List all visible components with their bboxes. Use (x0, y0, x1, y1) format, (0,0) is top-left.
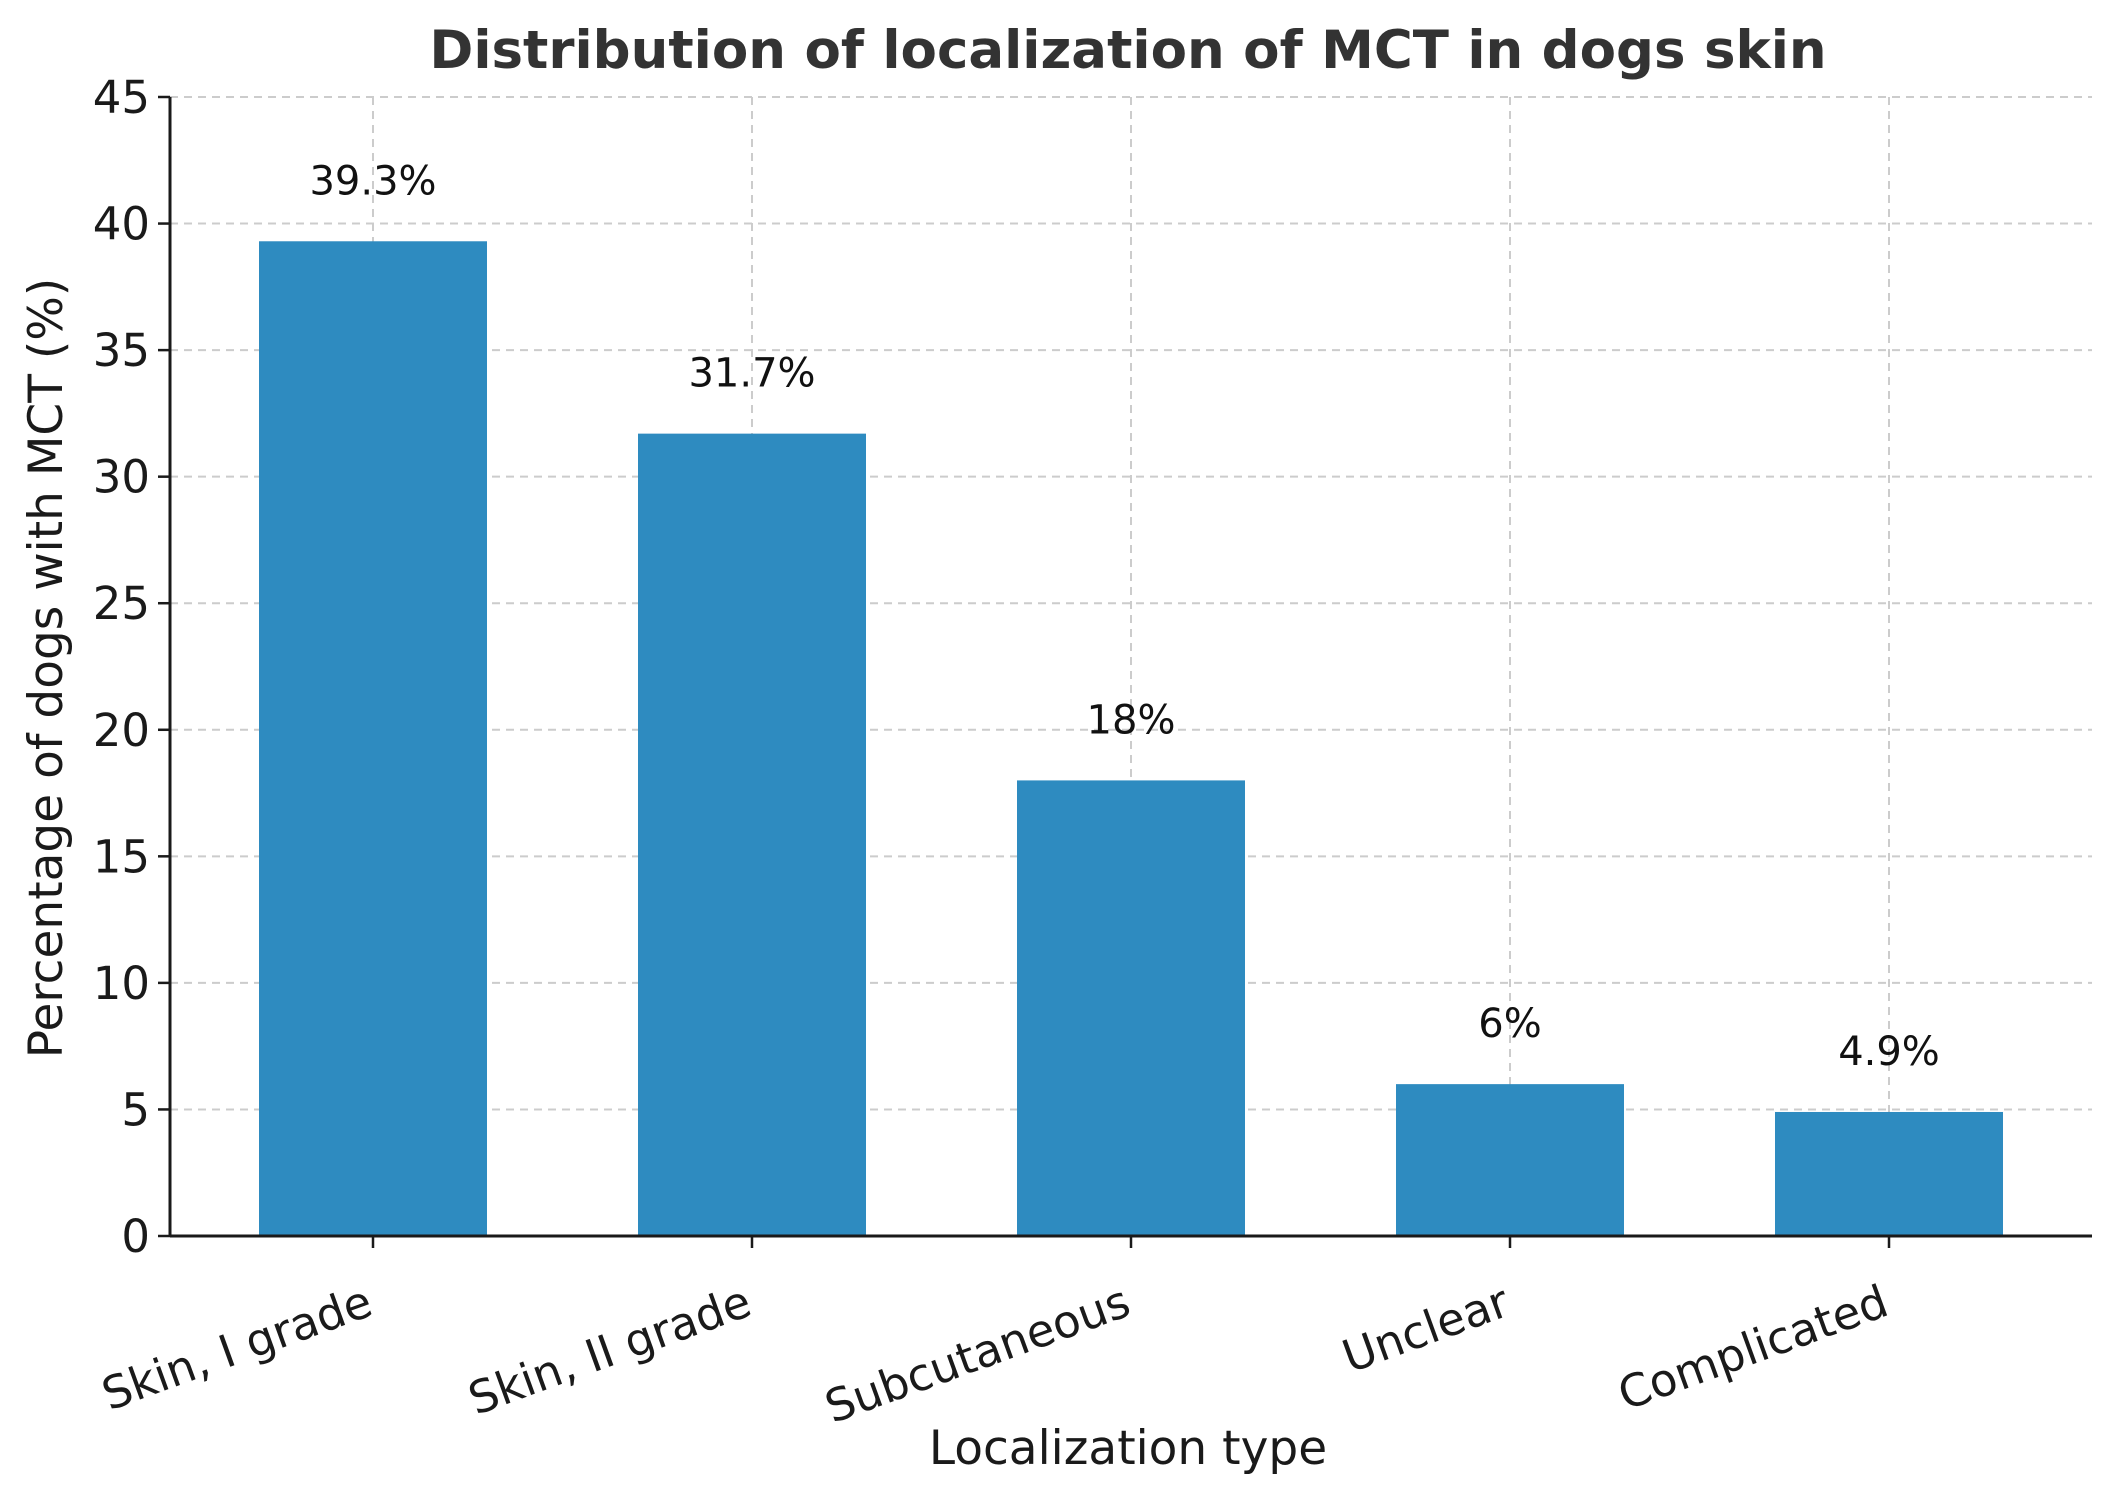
y-tick-label: 45 (93, 71, 150, 124)
bar (1017, 780, 1245, 1236)
x-tick-label: Skin, II grade (461, 1275, 757, 1426)
x-axis-title: Localization type (929, 1421, 1327, 1476)
x-tick-label: Subcutaneous (818, 1275, 1137, 1434)
y-tick-label: 10 (93, 957, 150, 1010)
y-tick-label: 20 (93, 704, 150, 757)
bar-value-label: 4.9% (1838, 1029, 1940, 1075)
y-axis-title: Percentage of dogs with MCT (%) (19, 278, 74, 1058)
data-labels: 39.3% 31.7% 18% 6% 4.9% (309, 158, 1939, 1075)
bar-value-label: 39.3% (309, 158, 436, 204)
x-tick-label: Unclear (1336, 1274, 1517, 1383)
bar (1775, 1111, 2003, 1236)
x-tick-label: Skin, I grade (95, 1275, 379, 1422)
bars (259, 241, 2003, 1237)
bar (259, 241, 487, 1237)
y-tick-label: 15 (93, 830, 150, 883)
y-tick-label: 40 (93, 198, 150, 251)
bar-value-label: 6% (1478, 1001, 1541, 1047)
bar (638, 433, 866, 1236)
chart-title: Distribution of localization of MCT in d… (429, 20, 1826, 81)
bar-value-label: 18% (1087, 697, 1176, 743)
x-tick-label: Complicated (1611, 1275, 1895, 1421)
y-tick-label: 25 (93, 577, 150, 630)
bar (1396, 1084, 1624, 1236)
bar-value-label: 31.7% (688, 351, 815, 397)
y-tick-label: 30 (93, 451, 150, 504)
y-tick-label: 5 (121, 1083, 150, 1136)
y-tick-label: 0 (121, 1210, 150, 1263)
y-tick-label: 35 (93, 324, 150, 377)
